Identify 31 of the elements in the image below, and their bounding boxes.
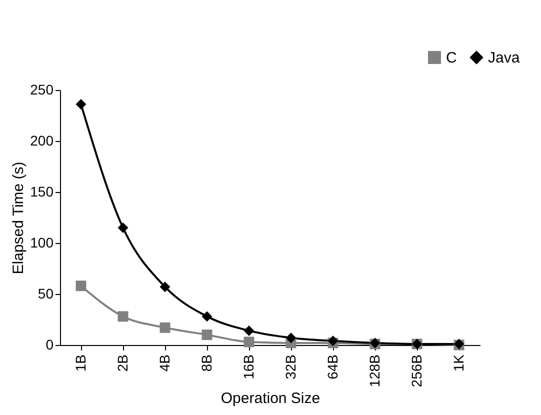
y-tick-label: 100: [30, 234, 54, 250]
y-tick-label: 50: [38, 286, 54, 302]
x-tick-label: 1B: [72, 354, 88, 372]
point: [76, 99, 86, 110]
y-tick-label: 250: [30, 82, 54, 98]
point: [160, 322, 170, 333]
point: [118, 311, 128, 322]
y-axis-title: Elapsed Time (s): [10, 162, 28, 274]
point: [244, 336, 254, 348]
x-tick-label: 64B: [324, 354, 340, 380]
y-tick-label: 200: [30, 132, 54, 148]
point: [76, 280, 86, 292]
point: [202, 330, 212, 340]
point: [160, 282, 170, 292]
x-tick-label: 128B: [366, 354, 382, 388]
x-tick-label: 16B: [240, 354, 256, 380]
x-tick-label: 4B: [156, 354, 172, 372]
point: [118, 222, 128, 233]
legend-label: Java: [488, 50, 520, 67]
x-tick-label: 1K: [450, 354, 466, 372]
x-tick-label: 2B: [114, 354, 130, 372]
point: [202, 311, 212, 322]
legend-label: C: [446, 50, 457, 67]
x-tick-label: 8B: [198, 354, 214, 372]
x-tick-label: 256B: [408, 354, 424, 388]
x-tick-label: 32B: [282, 354, 298, 380]
y-tick-label: 0: [46, 336, 54, 352]
point: [244, 325, 254, 336]
y-tick-label: 150: [30, 184, 54, 200]
point: [286, 332, 296, 344]
x-axis-title: Operation Size: [220, 390, 320, 408]
